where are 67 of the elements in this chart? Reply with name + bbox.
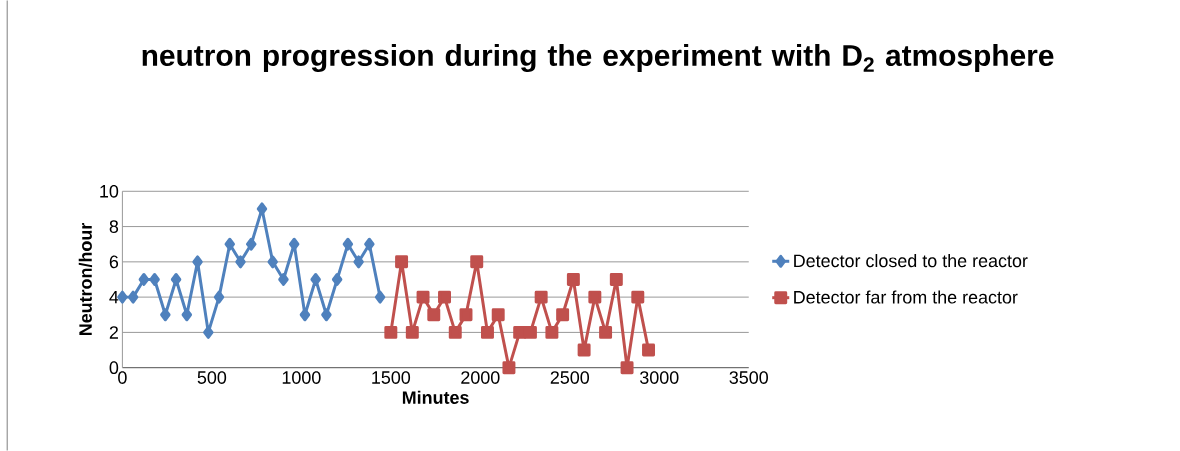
point (438, 290, 451, 304)
point (127, 290, 139, 304)
point (384, 325, 398, 339)
point (149, 273, 160, 286)
point (288, 237, 300, 251)
point (203, 325, 214, 339)
y-axis-title: Neutron/hour (78, 222, 93, 336)
x-axis-title: Minutes (402, 390, 469, 404)
point (138, 273, 150, 286)
point (480, 325, 494, 339)
point (267, 255, 278, 269)
point (374, 290, 386, 304)
point (405, 325, 419, 339)
point (310, 273, 321, 286)
point (631, 290, 645, 304)
point (364, 237, 375, 251)
point (160, 308, 171, 322)
point (599, 325, 613, 339)
y-tick-label: 4 (109, 290, 119, 304)
point (534, 290, 548, 304)
x-tick-label: 3000 (640, 371, 679, 384)
point (566, 273, 580, 286)
point (459, 308, 473, 322)
y-tick-label: 8 (109, 220, 119, 233)
x-tick-label: 2000 (461, 371, 500, 384)
point (523, 325, 537, 339)
point (246, 237, 257, 251)
point (545, 325, 559, 339)
point (192, 255, 203, 269)
chart-title: neutron progression during the experiment with D$_{2}$ atmosphere (142, 44, 1054, 73)
point (620, 361, 634, 375)
y-tick-label: 0 (109, 361, 119, 375)
point (321, 308, 332, 322)
point (577, 343, 591, 357)
point (556, 308, 570, 322)
point (491, 308, 505, 322)
legend-label: Detector far from the reactor (794, 290, 1018, 304)
y-tick-label: 10 (100, 184, 119, 198)
x-tick-label: 2500 (550, 371, 590, 384)
x-tick-label: 3500 (729, 371, 768, 384)
point (470, 255, 484, 269)
point (642, 343, 656, 357)
point (331, 273, 343, 286)
point (588, 290, 602, 304)
point (395, 255, 409, 269)
legend-label: Detector closed to the reactor (794, 254, 1028, 268)
point (278, 273, 289, 286)
point (235, 255, 246, 269)
y-tick-label: 6 (109, 255, 119, 269)
point (213, 290, 225, 304)
x-tick-label: 1500 (372, 371, 411, 384)
x-tick-label: 1000 (282, 371, 321, 384)
point (256, 202, 268, 216)
x-tick-label: 0 (118, 371, 127, 384)
point (353, 255, 364, 269)
point (224, 237, 235, 251)
point (299, 308, 311, 322)
point (502, 361, 516, 375)
y-tick-label: 2 (109, 326, 118, 339)
point (181, 308, 193, 322)
point (448, 325, 462, 339)
point (342, 237, 354, 251)
point (609, 273, 623, 286)
point (416, 290, 430, 304)
x-tick-label: 500 (197, 371, 227, 384)
point (427, 308, 441, 322)
point (170, 273, 182, 286)
